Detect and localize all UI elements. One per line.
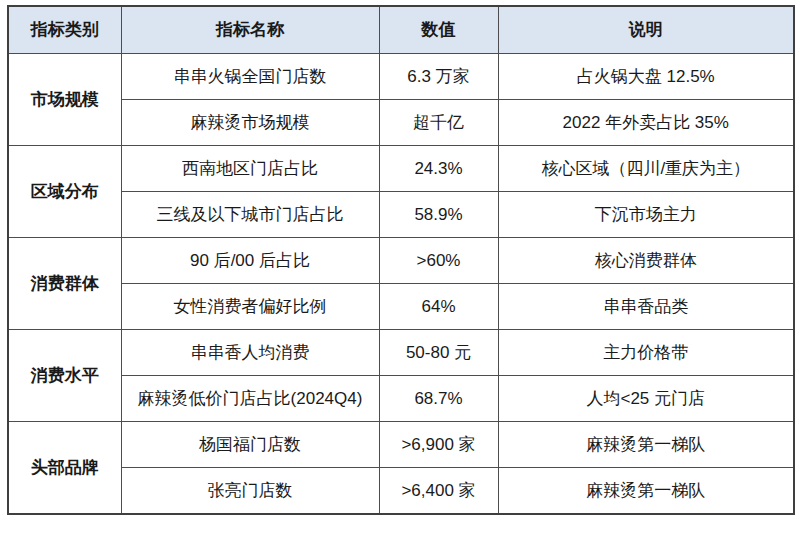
table-row: 女性消费者偏好比例 64% 串串香品类 <box>8 284 794 330</box>
header-category: 指标类别 <box>8 6 121 54</box>
indicator-name-cell: 西南地区门店占比 <box>121 146 379 192</box>
value-cell: 50-80 元 <box>379 330 498 376</box>
table-row: 消费群体 90 后/00 后占比 >60% 核心消费群体 <box>8 238 794 284</box>
indicator-name-cell: 麻辣烫低价门店占比(2024Q4) <box>121 376 379 422</box>
indicator-name-cell: 杨国福门店数 <box>121 422 379 468</box>
indicator-name-cell: 90 后/00 后占比 <box>121 238 379 284</box>
table-row: 市场规模 串串火锅全国门店数 6.3 万家 占火锅大盘 12.5% <box>8 54 794 100</box>
category-cell: 市场规模 <box>8 54 121 146</box>
page: 指标类别 指标名称 数值 说明 市场规模 串串火锅全国门店数 6.3 万家 占火… <box>0 0 800 538</box>
indicator-name-cell: 三线及以下城市门店占比 <box>121 192 379 238</box>
note-cell: 麻辣烫第一梯队 <box>498 468 794 515</box>
category-cell: 区域分布 <box>8 146 121 238</box>
table-row: 张亮门店数 >6,400 家 麻辣烫第一梯队 <box>8 468 794 515</box>
value-cell: >6,400 家 <box>379 468 498 515</box>
value-cell: >6,900 家 <box>379 422 498 468</box>
header-note: 说明 <box>498 6 794 54</box>
indicator-name-cell: 张亮门店数 <box>121 468 379 515</box>
note-cell: 主力价格带 <box>498 330 794 376</box>
table-header-row: 指标类别 指标名称 数值 说明 <box>8 6 794 54</box>
category-cell: 消费群体 <box>8 238 121 330</box>
value-cell: 68.7% <box>379 376 498 422</box>
indicator-name-cell: 女性消费者偏好比例 <box>121 284 379 330</box>
category-cell: 头部品牌 <box>8 422 121 515</box>
indicator-name-cell: 麻辣烫市场规模 <box>121 100 379 146</box>
indicator-name-cell: 串串香人均消费 <box>121 330 379 376</box>
table-row: 三线及以下城市门店占比 58.9% 下沉市场主力 <box>8 192 794 238</box>
table-row: 消费水平 串串香人均消费 50-80 元 主力价格带 <box>8 330 794 376</box>
note-cell: 串串香品类 <box>498 284 794 330</box>
note-cell: 人均<25 元门店 <box>498 376 794 422</box>
indicator-table: 指标类别 指标名称 数值 说明 市场规模 串串火锅全国门店数 6.3 万家 占火… <box>7 5 795 515</box>
note-cell: 核心消费群体 <box>498 238 794 284</box>
note-cell: 2022 年外卖占比 35% <box>498 100 794 146</box>
value-cell: 24.3% <box>379 146 498 192</box>
header-value: 数值 <box>379 6 498 54</box>
note-cell: 下沉市场主力 <box>498 192 794 238</box>
header-name: 指标名称 <box>121 6 379 54</box>
note-cell: 核心区域（四川/重庆为主） <box>498 146 794 192</box>
value-cell: 6.3 万家 <box>379 54 498 100</box>
note-cell: 占火锅大盘 12.5% <box>498 54 794 100</box>
value-cell: >60% <box>379 238 498 284</box>
table-row: 麻辣烫低价门店占比(2024Q4) 68.7% 人均<25 元门店 <box>8 376 794 422</box>
note-cell: 麻辣烫第一梯队 <box>498 422 794 468</box>
value-cell: 58.9% <box>379 192 498 238</box>
table-row: 头部品牌 杨国福门店数 >6,900 家 麻辣烫第一梯队 <box>8 422 794 468</box>
table-row: 区域分布 西南地区门店占比 24.3% 核心区域（四川/重庆为主） <box>8 146 794 192</box>
table-row: 麻辣烫市场规模 超千亿 2022 年外卖占比 35% <box>8 100 794 146</box>
category-cell: 消费水平 <box>8 330 121 422</box>
value-cell: 超千亿 <box>379 100 498 146</box>
indicator-name-cell: 串串火锅全国门店数 <box>121 54 379 100</box>
value-cell: 64% <box>379 284 498 330</box>
